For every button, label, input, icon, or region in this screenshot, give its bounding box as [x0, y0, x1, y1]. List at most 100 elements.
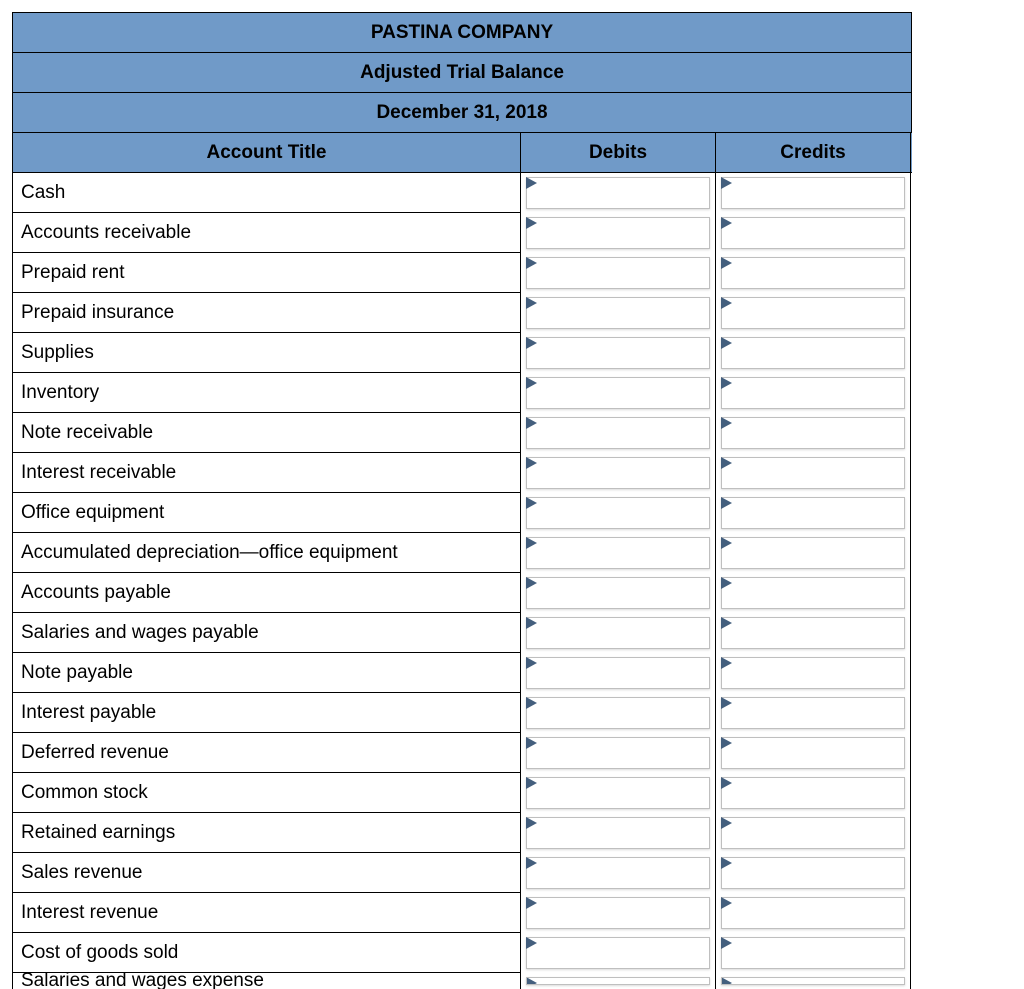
debit-input[interactable]	[526, 417, 710, 449]
debit-input[interactable]	[526, 657, 710, 689]
debit-cell[interactable]	[521, 533, 716, 573]
dropdown-triangle-icon[interactable]	[721, 257, 732, 269]
credit-cell[interactable]	[716, 213, 911, 253]
debit-cell[interactable]	[521, 973, 716, 989]
credit-cell[interactable]	[716, 973, 911, 989]
credit-input[interactable]	[721, 617, 905, 649]
credit-input[interactable]	[721, 337, 905, 369]
debit-cell[interactable]	[521, 733, 716, 773]
dropdown-triangle-icon[interactable]	[526, 497, 537, 509]
debit-input[interactable]	[526, 537, 710, 569]
credit-input[interactable]	[721, 977, 905, 985]
dropdown-triangle-icon[interactable]	[526, 897, 537, 909]
credit-input[interactable]	[721, 217, 905, 249]
debit-input[interactable]	[526, 777, 710, 809]
dropdown-triangle-icon[interactable]	[526, 537, 537, 549]
credit-cell[interactable]	[716, 653, 911, 693]
credit-input[interactable]	[721, 497, 905, 529]
dropdown-triangle-icon[interactable]	[526, 777, 537, 789]
credit-cell[interactable]	[716, 933, 911, 973]
credit-input[interactable]	[721, 897, 905, 929]
credit-cell[interactable]	[716, 253, 911, 293]
dropdown-triangle-icon[interactable]	[526, 577, 537, 589]
credit-input[interactable]	[721, 297, 905, 329]
credit-cell[interactable]	[716, 813, 911, 853]
debit-input[interactable]	[526, 977, 710, 985]
debit-cell[interactable]	[521, 173, 716, 213]
credit-cell[interactable]	[716, 493, 911, 533]
dropdown-triangle-icon[interactable]	[526, 217, 537, 229]
debit-cell[interactable]	[521, 293, 716, 333]
credit-cell[interactable]	[716, 733, 911, 773]
credit-cell[interactable]	[716, 333, 911, 373]
debit-input[interactable]	[526, 737, 710, 769]
credit-input[interactable]	[721, 417, 905, 449]
debit-cell[interactable]	[521, 813, 716, 853]
debit-cell[interactable]	[521, 453, 716, 493]
debit-input[interactable]	[526, 617, 710, 649]
debit-cell[interactable]	[521, 653, 716, 693]
dropdown-triangle-icon[interactable]	[526, 857, 537, 869]
credit-cell[interactable]	[716, 293, 911, 333]
dropdown-triangle-icon[interactable]	[526, 417, 537, 429]
dropdown-triangle-icon[interactable]	[721, 177, 732, 189]
credit-cell[interactable]	[716, 413, 911, 453]
dropdown-triangle-icon[interactable]	[721, 217, 732, 229]
debit-cell[interactable]	[521, 773, 716, 813]
debit-cell[interactable]	[521, 693, 716, 733]
dropdown-triangle-icon[interactable]	[526, 737, 537, 749]
credit-cell[interactable]	[716, 573, 911, 613]
credit-input[interactable]	[721, 457, 905, 489]
credit-cell[interactable]	[716, 613, 911, 653]
credit-input[interactable]	[721, 257, 905, 289]
credit-cell[interactable]	[716, 853, 911, 893]
dropdown-triangle-icon[interactable]	[721, 697, 732, 709]
dropdown-triangle-icon[interactable]	[721, 457, 732, 469]
debit-cell[interactable]	[521, 253, 716, 293]
dropdown-triangle-icon[interactable]	[526, 257, 537, 269]
credit-input[interactable]	[721, 657, 905, 689]
dropdown-triangle-icon[interactable]	[721, 937, 732, 949]
dropdown-triangle-icon[interactable]	[721, 657, 732, 669]
debit-input[interactable]	[526, 937, 710, 969]
debit-cell[interactable]	[521, 853, 716, 893]
dropdown-triangle-icon[interactable]	[721, 617, 732, 629]
debit-cell[interactable]	[521, 333, 716, 373]
debit-input[interactable]	[526, 177, 710, 209]
credit-cell[interactable]	[716, 173, 911, 213]
debit-input[interactable]	[526, 377, 710, 409]
credit-input[interactable]	[721, 537, 905, 569]
dropdown-triangle-icon[interactable]	[526, 177, 537, 189]
debit-cell[interactable]	[521, 573, 716, 613]
credit-input[interactable]	[721, 697, 905, 729]
dropdown-triangle-icon[interactable]	[721, 817, 732, 829]
dropdown-triangle-icon[interactable]	[721, 577, 732, 589]
debit-input[interactable]	[526, 337, 710, 369]
dropdown-triangle-icon[interactable]	[721, 857, 732, 869]
debit-input[interactable]	[526, 817, 710, 849]
dropdown-triangle-icon[interactable]	[526, 657, 537, 669]
debit-cell[interactable]	[521, 213, 716, 253]
credit-cell[interactable]	[716, 773, 911, 813]
credit-cell[interactable]	[716, 453, 911, 493]
dropdown-triangle-icon[interactable]	[526, 337, 537, 349]
credit-cell[interactable]	[716, 893, 911, 933]
debit-cell[interactable]	[521, 893, 716, 933]
dropdown-triangle-icon[interactable]	[721, 777, 732, 789]
dropdown-triangle-icon[interactable]	[526, 377, 537, 389]
debit-input[interactable]	[526, 497, 710, 529]
dropdown-triangle-icon[interactable]	[721, 497, 732, 509]
dropdown-triangle-icon[interactable]	[721, 377, 732, 389]
dropdown-triangle-icon[interactable]	[526, 297, 537, 309]
debit-cell[interactable]	[521, 933, 716, 973]
credit-input[interactable]	[721, 817, 905, 849]
dropdown-triangle-icon[interactable]	[526, 697, 537, 709]
dropdown-triangle-icon[interactable]	[526, 617, 537, 629]
credit-input[interactable]	[721, 937, 905, 969]
debit-input[interactable]	[526, 457, 710, 489]
debit-input[interactable]	[526, 897, 710, 929]
debit-input[interactable]	[526, 857, 710, 889]
credit-input[interactable]	[721, 177, 905, 209]
debit-input[interactable]	[526, 577, 710, 609]
credit-input[interactable]	[721, 857, 905, 889]
